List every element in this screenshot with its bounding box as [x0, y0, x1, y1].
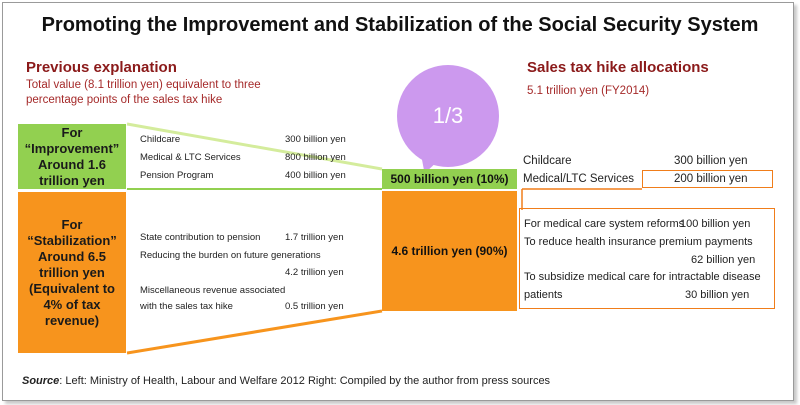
bubble-label: 1/3	[432, 103, 464, 128]
stabilization-label-line: Around 6.5	[38, 248, 106, 264]
page-title: Promoting the Improvement and Stabilizat…	[41, 14, 759, 36]
improvement-box: For “Improvement” Around 1.6 trillion ye…	[18, 124, 126, 189]
stabilization-item-label: State contribution to pension	[140, 232, 261, 243]
improvement-label-line: trillion yen	[39, 172, 105, 188]
improvement-item-label: Medical & LTC Services	[140, 152, 241, 163]
detail-value: 100 billion yen	[680, 218, 751, 230]
stabilization-item-label: with the sales tax hike	[140, 301, 233, 312]
improvement-item-label: Childcare	[140, 134, 181, 145]
improvement-label-line: “Improvement”	[24, 140, 120, 156]
improvement-item-value: 800 billion yen	[285, 152, 346, 163]
allocation-improvement-bar: 500 billion yen (10%)	[382, 169, 517, 189]
allocation-item-label: Childcare	[523, 155, 572, 167]
right-subtitle: 5.1 trillion yen (FY2014)	[527, 85, 650, 97]
source-note: Source: Left: Ministry of Health, Labour…	[22, 375, 550, 387]
medical-value-highlight	[642, 170, 773, 188]
left-subtitle-line2: percentage points of the sales tax hike	[26, 94, 223, 106]
stabilization-label-line: trillion yen	[39, 264, 105, 280]
detail-label: patients	[524, 289, 563, 301]
medical-detail-box	[519, 208, 775, 309]
source-text: : Left: Ministry of Health, Labour and W…	[59, 375, 551, 387]
allocation-item-label: Medical/LTC Services	[523, 173, 634, 185]
improvement-top-connector	[126, 122, 383, 171]
stabilization-label-line: “Stabilization”	[27, 232, 117, 248]
stabilization-label-line: 4% of tax	[43, 296, 101, 312]
stabilization-item-value: 4.2 trillion yen	[285, 267, 344, 278]
one-third-speech-bubble: 1/3	[397, 65, 499, 167]
improvement-item-value: 400 billion yen	[285, 170, 346, 181]
improvement-label-line: For	[61, 124, 83, 140]
left-subtitle-line1: Total value (8.1 trillion yen) equivalen…	[26, 79, 261, 91]
stabilization-label-line: For	[61, 216, 83, 232]
stabilization-item-value: 0.5 trillion yen	[285, 301, 344, 312]
detail-value: 30 billion yen	[685, 289, 750, 301]
stabilization-item-value: 1.7 trillion yen	[285, 232, 344, 243]
improvement-label-line: Around 1.6	[38, 156, 106, 172]
improvement-item-label: Pension Program	[140, 170, 214, 181]
detail-label: For medical care system reforms	[524, 218, 685, 230]
stabilization-item-label: Miscellaneous revenue associated	[140, 285, 286, 296]
detail-value: 62 billion yen	[691, 254, 756, 266]
right-heading: Sales tax hike allocations	[527, 59, 709, 76]
allocation-item-value: 300 billion yen	[674, 155, 748, 167]
allocation-stabilization-bar: 4.6 trillion yen (90%)	[382, 191, 517, 311]
allocation-item-value: 200 billion yen	[674, 173, 748, 185]
source-prefix: Source	[22, 375, 60, 387]
detail-label: To reduce health insurance premium payme…	[524, 236, 753, 248]
stabilization-box: For “Stabilization” Around 6.5 trillion …	[18, 192, 126, 353]
improvement-item-value: 300 billion yen	[285, 134, 346, 145]
stabilization-label-line: revenue)	[44, 312, 100, 328]
left-heading: Previous explanation	[26, 59, 177, 76]
detail-label: To subsidize medical care for intractabl…	[524, 271, 761, 283]
stabilization-item-label: Reducing the burden on future generation…	[140, 250, 321, 261]
stabilization-label-line: (Equivalent to	[29, 280, 115, 296]
stabilization-bottom-connector	[126, 309, 383, 355]
